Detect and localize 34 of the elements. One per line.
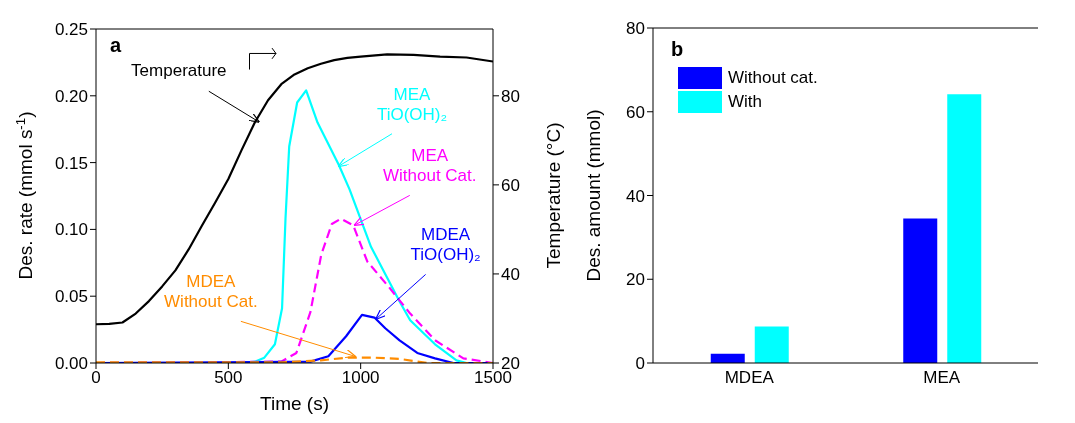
y2-tick-label: 80 <box>501 86 520 106</box>
x-tick-label: 500 <box>214 368 243 388</box>
annotation: Temperature <box>131 61 227 81</box>
y-axis-title: Des. amount (mmol) <box>583 109 604 282</box>
annotation: MDEA TiO(OH)₂ <box>410 225 481 265</box>
y2-tick-label: 60 <box>501 175 520 195</box>
y-tick-label: 0 <box>635 354 645 374</box>
bar <box>754 326 789 363</box>
legend-label: With <box>728 92 762 112</box>
y2-tick-label: 40 <box>501 264 520 284</box>
x-axis-title: Time (s) <box>260 393 329 414</box>
y-tick-label: 0.10 <box>54 220 88 240</box>
y2-axis-title: Temperature (°C) <box>543 122 564 269</box>
y-tick-label: 0.25 <box>54 20 88 40</box>
annotation: MDEA Without Cat. <box>164 272 258 312</box>
annotation: MEA TiO(OH)₂ <box>376 84 448 124</box>
y-tick-label: 0.20 <box>54 86 88 106</box>
y-tick-label: 40 <box>626 186 645 206</box>
annotation: a <box>110 34 122 56</box>
y-tick-label: 80 <box>626 19 645 39</box>
x-tick-label: 1000 <box>341 368 380 388</box>
legend-label: Without cat. <box>728 68 818 88</box>
annotation: MEA Without Cat. <box>382 146 477 186</box>
bar <box>903 218 938 363</box>
x-tick-label: MDEA <box>724 368 775 388</box>
y-tick-label: 0.15 <box>54 153 88 173</box>
y-tick-label: 20 <box>626 270 645 290</box>
x-tick-label: 0 <box>91 368 101 388</box>
x-tick-label: MEA <box>923 368 961 388</box>
y-tick-label: 0.00 <box>54 354 88 374</box>
y-tick-label: 0.05 <box>54 287 88 307</box>
bar <box>947 94 982 363</box>
annotation: b <box>671 38 684 60</box>
y-tick-label: 60 <box>626 102 645 122</box>
